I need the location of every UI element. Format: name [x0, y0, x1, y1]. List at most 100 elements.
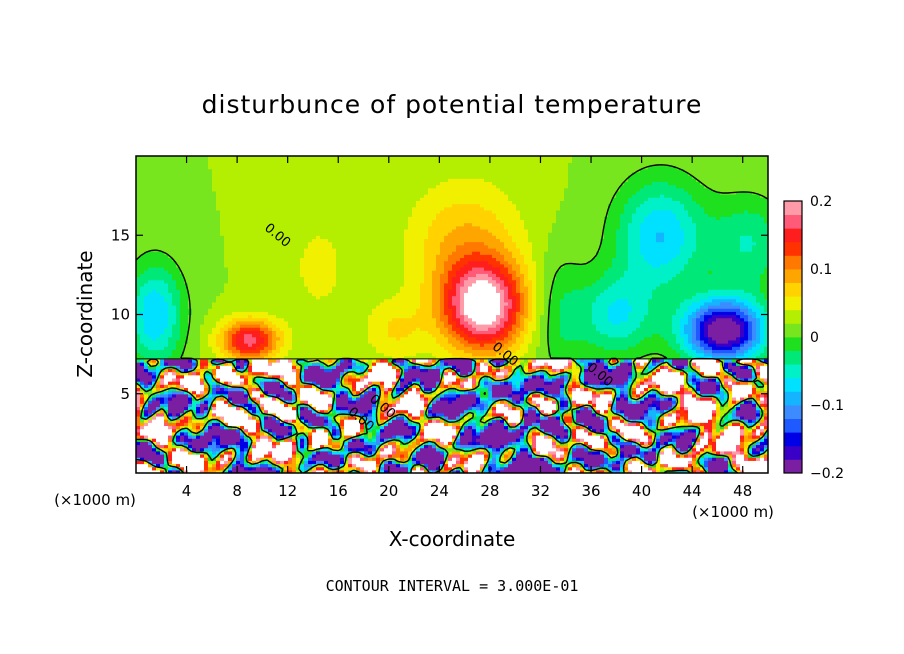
heatmap-cell: [168, 260, 173, 265]
heatmap-cell: [196, 400, 201, 404]
heatmap-cell: [136, 238, 141, 243]
heatmap-cell: [136, 301, 141, 306]
heatmap-cell: [164, 175, 169, 179]
heatmap-cell: [172, 406, 177, 411]
heatmap-cell: [192, 314, 197, 319]
heatmap-cell: [152, 320, 157, 325]
heatmap-cell: [192, 244, 197, 249]
heatmap-cell: [140, 317, 145, 322]
heatmap-cell: [196, 270, 201, 274]
heatmap-cell: [156, 393, 161, 398]
heatmap-cell: [164, 396, 169, 401]
heatmap-cell: [168, 469, 173, 473]
heatmap-cell: [192, 260, 197, 265]
heatmap-cell: [140, 289, 145, 293]
heatmap-cell: [192, 450, 197, 455]
heatmap-cell: [200, 238, 205, 243]
heatmap-cell: [136, 396, 141, 401]
heatmap-cell: [184, 228, 189, 233]
heatmap-cell: [144, 190, 149, 195]
heatmap-cell: [180, 434, 185, 439]
heatmap-cell: [156, 415, 161, 420]
heatmap-cell: [184, 194, 189, 198]
heatmap-cell: [176, 324, 181, 328]
heatmap-cell: [148, 365, 153, 369]
heatmap-cell: [192, 266, 197, 271]
heatmap-cell: [172, 206, 177, 211]
heatmap-cell: [152, 415, 157, 420]
heatmap-cell: [188, 393, 193, 398]
heatmap-cell: [200, 235, 205, 240]
heatmap-cell: [160, 324, 165, 328]
heatmap-cell: [188, 292, 193, 297]
heatmap-cell: [196, 197, 201, 201]
heatmap-cell: [152, 165, 157, 170]
heatmap-cell: [184, 444, 189, 449]
heatmap-cell: [160, 317, 165, 322]
heatmap-cell: [144, 238, 149, 243]
heatmap-cell: [144, 355, 149, 360]
heatmap-cell: [148, 403, 153, 408]
heatmap-cell: [184, 279, 189, 284]
heatmap-cell: [144, 346, 149, 350]
heatmap-cell: [136, 285, 141, 290]
heatmap-cell: [172, 330, 177, 335]
heatmap-cell: [144, 162, 149, 167]
heatmap-cell: [192, 428, 197, 433]
heatmap-cell: [180, 190, 185, 195]
heatmap-cell: [140, 257, 145, 262]
heatmap-cell: [152, 184, 157, 189]
heatmap-cell: [160, 377, 165, 382]
heatmap-cell: [164, 441, 169, 446]
heatmap-cell: [176, 314, 181, 319]
heatmap-cell: [152, 301, 157, 306]
heatmap-cell: [164, 178, 169, 182]
heatmap-cell: [144, 251, 149, 255]
heatmap-cell: [196, 447, 201, 452]
heatmap-cell: [136, 156, 141, 160]
heatmap-cell: [152, 203, 157, 208]
heatmap-cell: [136, 466, 141, 471]
heatmap-cell: [188, 270, 193, 274]
heatmap-cell: [180, 232, 185, 236]
heatmap-cell: [144, 362, 149, 366]
heatmap-cell: [176, 406, 181, 411]
heatmap-cell: [152, 295, 157, 300]
heatmap-cell: [156, 441, 161, 446]
heatmap-cell: [144, 178, 149, 182]
heatmap-cell: [156, 460, 161, 465]
heatmap-cell: [156, 362, 161, 366]
heatmap-cell: [180, 384, 185, 389]
heatmap-cell: [156, 165, 161, 170]
heatmap-cell: [164, 247, 169, 252]
heatmap-cell: [168, 175, 173, 179]
heatmap-cell: [184, 244, 189, 249]
heatmap-cell: [192, 162, 197, 167]
heatmap-cell: [148, 371, 153, 376]
heatmap-cell: [136, 358, 141, 363]
heatmap-cell: [140, 396, 145, 401]
heatmap-cell: [156, 285, 161, 290]
heatmap-cell: [140, 266, 145, 271]
heatmap-cell: [164, 308, 169, 312]
heatmap-cell: [196, 330, 201, 335]
heatmap-cell: [136, 213, 141, 217]
heatmap-cell: [184, 219, 189, 224]
heatmap-cell: [148, 206, 153, 211]
heatmap-cell: [136, 403, 141, 408]
heatmap-cell: [192, 282, 197, 287]
heatmap-cell: [144, 216, 149, 220]
heatmap-cell: [136, 273, 141, 278]
heatmap-cell: [160, 238, 165, 243]
heatmap-cell: [164, 330, 169, 335]
heatmap-cell: [144, 292, 149, 297]
heatmap-cell: [172, 400, 177, 404]
heatmap-cell: [140, 384, 145, 389]
heatmap-cell: [192, 355, 197, 360]
heatmap-cell: [148, 460, 153, 465]
heatmap-cell: [144, 308, 149, 312]
heatmap-cell: [176, 371, 181, 376]
heatmap-cell: [160, 178, 165, 182]
heatmap-cell: [200, 279, 205, 284]
heatmap-cell: [140, 232, 145, 236]
